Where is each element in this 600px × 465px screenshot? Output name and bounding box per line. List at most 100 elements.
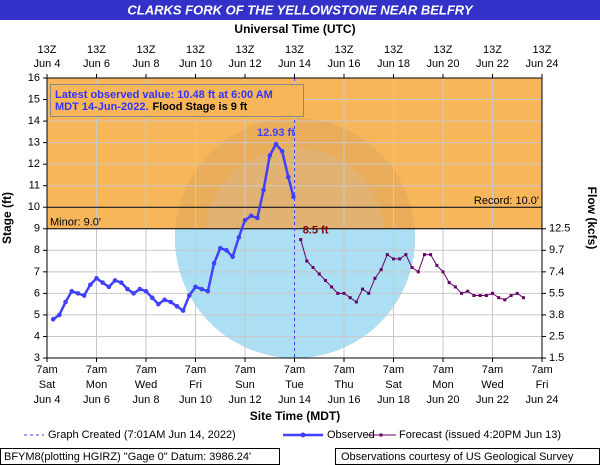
forecast-point	[342, 291, 346, 295]
observed-point	[248, 213, 254, 219]
x-tick-label: 7am Sat Jun 18	[377, 364, 410, 406]
value-label: 8.5 ft	[303, 224, 329, 236]
forecast-point	[311, 266, 315, 270]
annotation-line: MDT 14-Jun-2022.	[55, 101, 149, 113]
title-bar	[0, 0, 600, 20]
observed-point	[267, 153, 273, 158]
forecast-point	[373, 276, 377, 280]
observed-point	[261, 187, 266, 193]
observed-point	[255, 215, 260, 221]
legend-label: Forecast (issued 4:20PM Jun 13)	[399, 429, 561, 441]
observed-point	[180, 308, 186, 313]
observed-line	[52, 141, 295, 321]
forecast-point	[361, 287, 365, 291]
y-tick-label: 5	[34, 309, 40, 321]
observed-point	[286, 174, 291, 180]
observed-point	[112, 278, 118, 283]
observed-point	[236, 235, 242, 240]
observed-point	[131, 291, 136, 296]
y-tick-label: 16	[28, 72, 40, 84]
forecast-point	[323, 278, 327, 282]
x2-tick-label: 13Z Jun 14	[278, 44, 311, 70]
legend-label: Graph Created (7:01AM Jun 14, 2022)	[48, 429, 236, 441]
forecast-point	[509, 294, 513, 298]
x-tick-label: 7am Thu Jun 16	[327, 364, 360, 406]
forecast-point	[422, 253, 426, 257]
observed-point	[143, 288, 149, 294]
x2-tick-label: 13Z Jun 12	[228, 44, 261, 70]
x2-tick-label: 13Z Jun 4	[34, 44, 61, 70]
forecast-point	[484, 294, 488, 298]
forecast-point	[478, 294, 482, 298]
forecast-point	[491, 291, 494, 295]
forecast-point	[299, 238, 303, 242]
x-tick-label: 7am Sun Jun 12	[228, 364, 261, 406]
observed-point	[224, 248, 229, 253]
forecast-point	[460, 291, 464, 295]
observed-point	[162, 297, 167, 303]
forecast-point	[305, 259, 309, 263]
x2-tick-label: 13Z Jun 6	[83, 44, 110, 70]
plot-area: 3 4 5 6 7 8 9 10 11 12 13 14 15 16 12.5 9.7 7.4 5.5 3.8 2.5…	[28, 44, 571, 406]
y2-axis-title: Flow (kcfs)	[585, 187, 599, 250]
observed-point	[50, 316, 56, 322]
observed-point	[174, 304, 180, 309]
x2-tick-label: 13Z Jun 24	[525, 44, 558, 70]
value-label: 12.93 ft	[257, 127, 295, 139]
forecast-point	[410, 266, 414, 270]
observed-point	[94, 276, 99, 281]
x2-tick-label: 13Z Jun 8	[133, 44, 160, 70]
x-tick-label: 7am Sat Jun 4	[34, 364, 61, 406]
observed-point	[63, 299, 68, 305]
y-tick-label: 3	[34, 352, 40, 364]
x2-tick-label: 13Z Jun 16	[327, 44, 360, 70]
forecast-point	[367, 291, 371, 295]
y-tick-label: 9	[34, 223, 40, 235]
forecast-point	[472, 294, 476, 298]
observed-point	[168, 299, 174, 305]
observed-point	[88, 282, 93, 288]
observed-point	[205, 288, 211, 294]
y-tick-label: 15	[28, 93, 40, 105]
y2-tick-label: 5.5	[549, 287, 564, 299]
x-tick-label: 7am Fri Jun 10	[179, 364, 212, 406]
y2-tick-label: 9.7	[549, 244, 564, 256]
forecast-point	[379, 268, 383, 272]
x-tick-label: 7am Mon Jun 6	[83, 364, 110, 406]
observed-point	[279, 148, 285, 154]
y-axis-title: Stage (ft)	[0, 192, 14, 244]
observed-point	[217, 245, 223, 251]
y2-tick-label: 7.4	[549, 266, 564, 278]
observed-point	[137, 286, 143, 292]
x2-tick-label: 13Z Jun 20	[426, 44, 459, 70]
observed-point	[187, 293, 192, 298]
x-tick-label: 7am Fri Jun 24	[525, 364, 558, 406]
forecast-point	[515, 291, 519, 295]
observed-point	[57, 312, 62, 318]
forecast-point	[521, 296, 525, 300]
y-tick-label: 12	[28, 158, 40, 170]
legend-marker	[300, 432, 306, 438]
y-tick-label: 10	[28, 201, 40, 213]
x-tick-label: 7am Tue Jun 14	[278, 364, 311, 406]
x2-tick-label: 13Z Jun 18	[377, 44, 410, 70]
forecast-point	[497, 296, 501, 300]
legend-label: Observed	[327, 429, 375, 441]
observed-point	[149, 295, 155, 300]
x2-tick-label: 13Z Jun 10	[179, 44, 212, 70]
observed-point	[100, 280, 105, 285]
observed-point	[156, 301, 161, 307]
y-tick-label: 6	[34, 287, 40, 299]
y-tick-label: 14	[28, 115, 40, 127]
forecast-point	[416, 270, 420, 274]
x-axis-title: Site Time (MDT)	[250, 409, 340, 423]
footer-left: BFYM8(plotting HGIRZ) "Gage 0" Datum: 39…	[4, 451, 251, 463]
observed-point	[193, 284, 198, 290]
annotation-line: Latest observed value: 10.48 ft at 6:00 …	[55, 89, 273, 101]
forecast-point	[429, 253, 433, 257]
forecast-point	[435, 263, 439, 267]
forecast-point	[441, 270, 445, 274]
forecast-point	[453, 285, 457, 289]
